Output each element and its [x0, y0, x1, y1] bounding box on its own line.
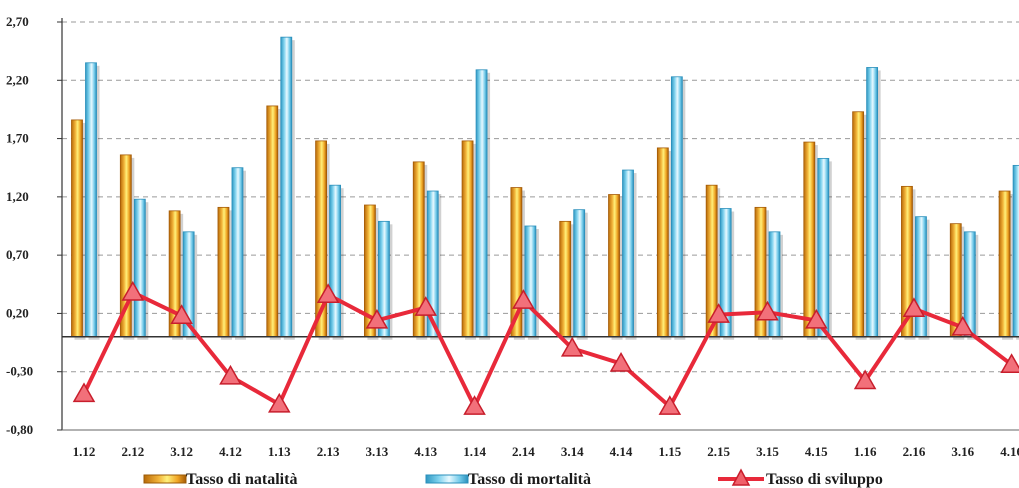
y-tick-label: -0,80: [6, 422, 33, 437]
x-tick-label: 1.14: [463, 444, 486, 459]
sviluppo-point: [1000, 353, 1019, 373]
y-tick-label: 1,70: [6, 131, 29, 146]
bar-mortalita: [963, 231, 976, 338]
y-tick-label: -0,30: [6, 364, 33, 379]
bar-mortalita: [670, 76, 683, 338]
legend-swatch-mortalita: [425, 474, 469, 484]
sviluppo-point: [512, 289, 535, 309]
sviluppo-point: [414, 296, 438, 316]
bar-natalita: [559, 220, 572, 338]
bar-mortalita: [231, 167, 244, 338]
sviluppo-point: [72, 382, 96, 403]
sviluppo-point: [805, 308, 828, 329]
bar-natalita: [998, 190, 1011, 338]
x-tick-label: 3.12: [170, 444, 193, 459]
x-tick-label: 3.13: [366, 444, 389, 459]
bar-mortalita: [280, 36, 293, 338]
y-tick-label: 1,20: [6, 189, 29, 204]
sviluppo-point: [121, 280, 145, 301]
legend-item-sviluppo: Tasso di sviluppo: [718, 468, 883, 488]
x-tick-label: 2.14: [512, 444, 535, 459]
bar-mortalita: [622, 169, 634, 338]
sviluppo-point: [267, 392, 291, 413]
sviluppo-point: [951, 315, 975, 336]
bar-natalita: [266, 105, 279, 338]
x-tick-label: 3.14: [561, 444, 584, 459]
legend-item-mortalita: Tasso di mortalità: [425, 471, 591, 488]
bar-mortalita: [866, 67, 879, 338]
x-tick-label: 2.15: [707, 444, 730, 459]
legend-label-natalita: Tasso di natalità: [186, 471, 297, 488]
grid: [62, 21, 1019, 373]
x-tick-label: 3.15: [756, 444, 779, 459]
y-tick-label: 2,70: [6, 14, 29, 29]
x-tick-label: 3.16: [951, 444, 974, 459]
y-tick-label: 0,70: [6, 247, 29, 262]
sviluppo-point: [463, 395, 486, 415]
bar-mortalita: [1012, 164, 1019, 338]
bar-natalita: [461, 140, 474, 338]
x-tick-label: 4.14: [610, 444, 633, 459]
legend-marker-sviluppo: [731, 468, 751, 486]
bar-mortalita: [85, 62, 97, 338]
x-tick-label: 4.12: [219, 444, 242, 459]
sviluppo-point: [560, 336, 584, 357]
bars: [71, 36, 1019, 340]
bar-mortalita: [329, 184, 342, 338]
y-tick-labels: 2,70 2,20 1,70 1,20 0,70 0,20 -0,30 -0,80: [6, 14, 33, 437]
y-tick-label: 0,20: [6, 305, 29, 320]
bar-mortalita: [915, 216, 927, 338]
x-tick-label: 1.12: [73, 444, 96, 459]
bar-mortalita: [524, 225, 537, 338]
bar-mortalita: [768, 231, 781, 338]
legend-label-mortalita: Tasso di mortalità: [468, 471, 591, 488]
sviluppo-point: [609, 352, 633, 372]
bar-natalita: [71, 119, 83, 338]
bar-natalita: [608, 194, 620, 338]
bar-mortalita: [133, 198, 146, 338]
sviluppo-markers: [72, 280, 1019, 415]
legend: Tasso di natalità Tasso di mortalità Tas…: [143, 468, 883, 488]
x-tick-label: 4.16: [1000, 444, 1019, 459]
bar-natalita: [656, 147, 669, 338]
x-tick-label: 2.12: [121, 444, 144, 459]
sviluppo-point: [365, 308, 389, 329]
legend-item-natalita: Tasso di natalità: [143, 471, 297, 488]
x-tick-label: 1.16: [854, 444, 877, 459]
sviluppo-point: [756, 300, 779, 321]
x-tick-labels: 1.12 2.12 3.12 4.12 1.13 2.13 3.13 4.13 1.14 2.14…: [73, 444, 1019, 459]
x-tick-label: 4.13: [414, 444, 437, 459]
bar-natalita: [217, 206, 230, 338]
sviluppo-point: [902, 297, 926, 318]
x-tick-label: 4.15: [805, 444, 828, 459]
sviluppo-point: [658, 395, 682, 415]
x-tick-label: 2.13: [317, 444, 340, 459]
sviluppo-point: [219, 364, 242, 385]
bar-natalita: [803, 141, 816, 338]
sviluppo-point: [170, 304, 193, 325]
bar-mortalita: [573, 209, 586, 338]
x-tick-label: 1.15: [658, 444, 681, 459]
bar-natalita: [949, 223, 962, 338]
bar-mortalita: [817, 157, 830, 338]
bar-mortalita: [475, 69, 488, 338]
legend-swatch-natalita: [143, 474, 187, 484]
axes: [57, 18, 1019, 431]
x-tick-label: 1.13: [268, 444, 291, 459]
bar-natalita: [852, 111, 865, 338]
sviluppo-point: [853, 369, 877, 390]
x-tick-label: 2.16: [903, 444, 926, 459]
y-tick-label: 2,20: [6, 72, 29, 87]
sviluppo-point: [707, 303, 730, 323]
sviluppo-point: [316, 283, 340, 304]
legend-label-sviluppo: Tasso di sviluppo: [766, 471, 883, 488]
